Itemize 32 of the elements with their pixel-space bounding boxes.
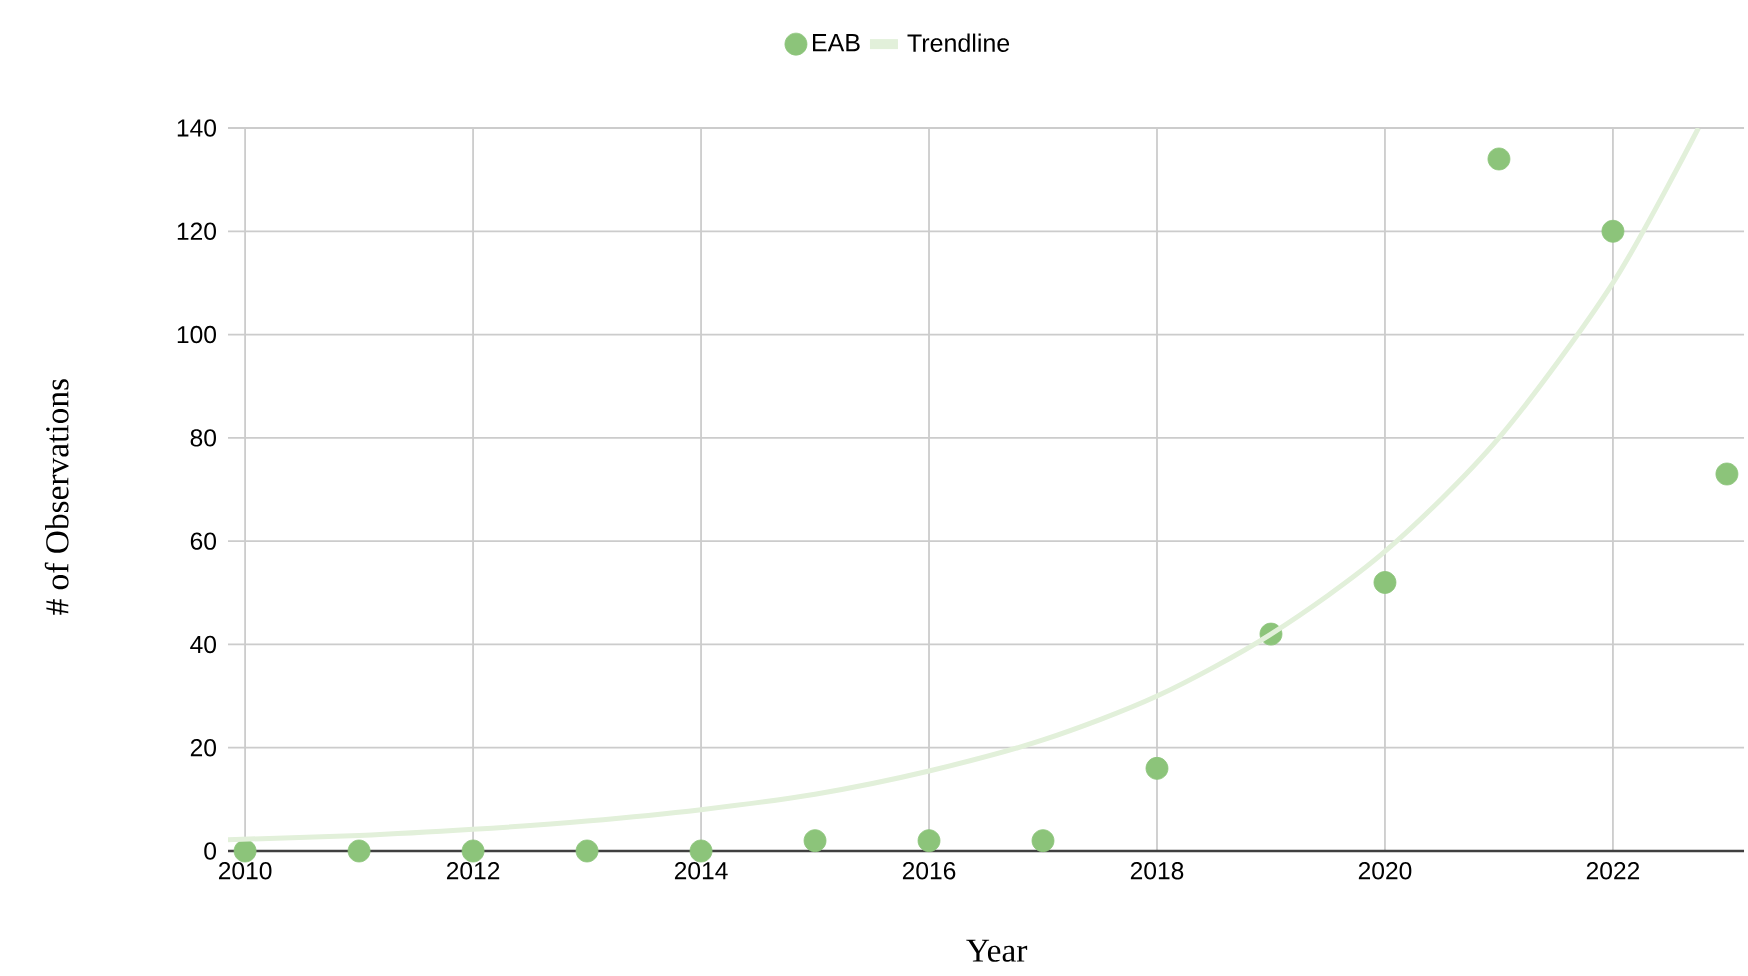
- x-tick-label: 2016: [902, 862, 956, 880]
- y-tick-label: 120: [177, 222, 216, 240]
- y-tick-label: 80: [190, 429, 216, 447]
- x-tick-label: 2022: [1586, 862, 1640, 880]
- point: [1373, 571, 1397, 594]
- point: [461, 839, 485, 863]
- y-tick-label: 20: [190, 738, 216, 757]
- point: [1601, 219, 1625, 243]
- y-tick-label: 0: [204, 842, 216, 860]
- legend-label: EAB: [813, 34, 860, 52]
- point: [1487, 147, 1511, 171]
- point: [575, 839, 599, 863]
- point: [347, 839, 371, 863]
- point: [917, 829, 941, 853]
- x-axis-title: Year: [966, 939, 1028, 962]
- x-tick-label: 2020: [1358, 862, 1412, 880]
- y-tick-label: 100: [177, 325, 216, 344]
- point: [233, 839, 257, 863]
- x-tick-label: 2012: [446, 862, 500, 880]
- point: [1145, 756, 1169, 780]
- y-tick-label: 140: [177, 119, 216, 137]
- point: [1715, 462, 1739, 486]
- y-axis-title: # of Observations: [44, 379, 69, 615]
- point: [1031, 829, 1055, 853]
- y-tick-label: 40: [190, 635, 216, 654]
- x-tick-label: 2014: [674, 862, 728, 880]
- legend-label: Trendline: [907, 33, 1010, 52]
- x-tick-label: 2018: [1130, 862, 1184, 880]
- y-tick-label: 60: [190, 532, 216, 550]
- point: [803, 829, 827, 853]
- x-tick-label: 2010: [218, 862, 272, 880]
- point: [689, 839, 713, 863]
